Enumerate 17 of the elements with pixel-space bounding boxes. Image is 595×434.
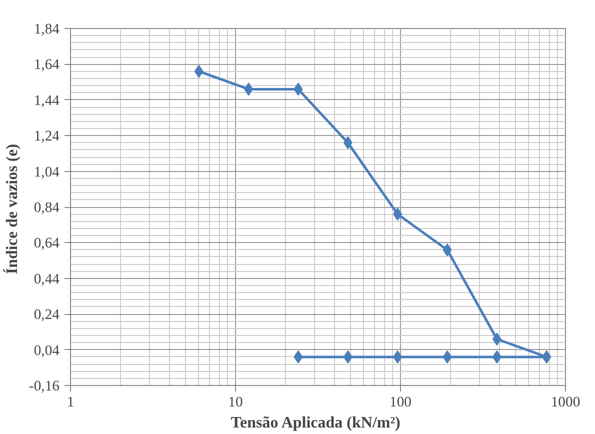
x-tick-label: 1	[66, 394, 74, 410]
y-tick-label: 0,64	[34, 236, 60, 252]
y-tick-label: 1,44	[34, 92, 60, 109]
y-tick-label: 0,44	[34, 271, 60, 288]
y-tick-label: 1,64	[34, 57, 60, 74]
x-tick-label: 100	[390, 394, 412, 410]
y-tick-label: 0,04	[34, 342, 60, 359]
x-tick-label: 1000	[550, 394, 580, 410]
y-tick-label: 1,24	[34, 128, 60, 145]
y-axis-title: Índice de vazios (e)	[2, 144, 21, 274]
x-tick-label: 10	[228, 394, 243, 410]
x-axis-title: Tensão Aplicada (kN/m²)	[230, 414, 400, 432]
y-tick-label: 1,84	[34, 22, 60, 38]
y-tick-label: -0,16	[28, 378, 60, 394]
y-tick-label: 0,24	[34, 307, 60, 324]
y-tick-label: 1,04	[34, 164, 60, 180]
y-tick-label: 0,84	[34, 200, 60, 216]
